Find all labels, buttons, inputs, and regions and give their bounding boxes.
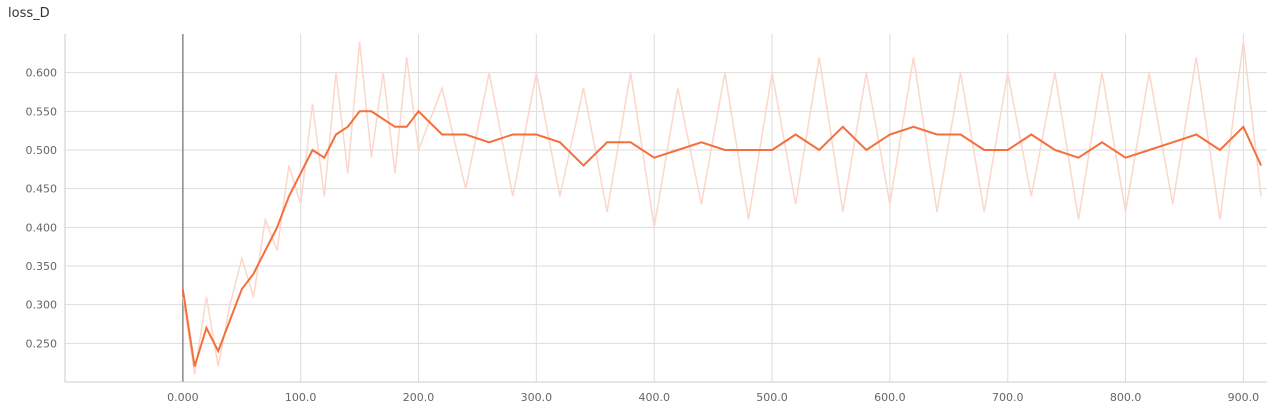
x-tick-label: 500.0 (756, 391, 788, 404)
chart-title: loss_D (8, 6, 50, 21)
x-tick-label: 700.0 (992, 391, 1024, 404)
x-tick-label: 0.000 (167, 391, 199, 404)
x-tick-label: 300.0 (521, 391, 553, 404)
series-line-raw (182, 41, 1262, 375)
x-tick-label: 200.0 (403, 391, 435, 404)
x-tick-label: 800.0 (1110, 391, 1142, 404)
x-tick-label: 600.0 (874, 391, 906, 404)
y-tick-label: 0.600 (26, 67, 58, 80)
y-tick-label: 0.550 (26, 105, 58, 118)
x-tick-label: 100.0 (285, 391, 317, 404)
x-tick-label: 400.0 (638, 391, 670, 404)
y-tick-label: 0.350 (26, 260, 58, 273)
y-tick-label: 0.250 (26, 337, 58, 350)
y-tick-label: 0.450 (26, 183, 58, 196)
y-tick-label: 0.400 (26, 221, 58, 234)
x-tick-label: 900.0 (1228, 391, 1260, 404)
y-tick-label: 0.300 (26, 299, 58, 312)
y-tick-label: 0.500 (26, 144, 58, 157)
